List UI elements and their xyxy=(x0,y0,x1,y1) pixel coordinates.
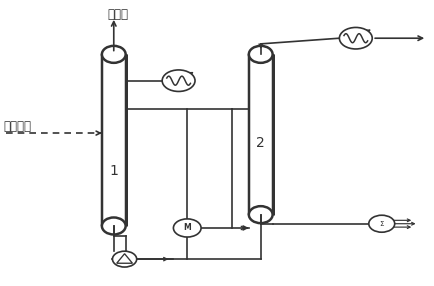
Text: 原料烟气: 原料烟气 xyxy=(3,120,32,132)
Circle shape xyxy=(112,251,136,267)
Text: 2: 2 xyxy=(256,136,264,150)
Ellipse shape xyxy=(102,217,125,235)
Circle shape xyxy=(339,27,372,49)
Circle shape xyxy=(368,215,394,232)
Circle shape xyxy=(162,70,194,92)
Bar xyxy=(248,54,272,215)
Ellipse shape xyxy=(248,46,272,63)
Ellipse shape xyxy=(248,206,272,223)
Text: Σ: Σ xyxy=(379,221,383,227)
Ellipse shape xyxy=(102,46,125,63)
Bar xyxy=(102,54,125,226)
Text: 1: 1 xyxy=(109,164,118,178)
Text: M: M xyxy=(183,223,191,233)
Circle shape xyxy=(173,219,201,237)
Text: 净化气: 净化气 xyxy=(107,9,128,21)
